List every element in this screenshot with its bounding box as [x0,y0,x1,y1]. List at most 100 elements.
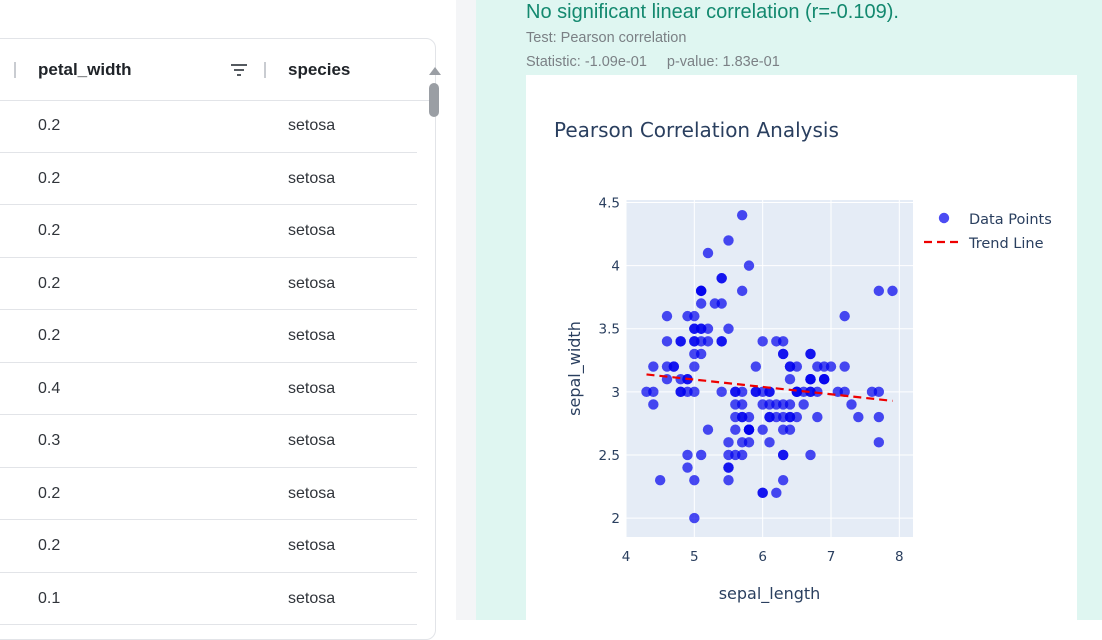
table-scrollbar[interactable] [428,67,441,127]
data-point[interactable] [757,424,768,435]
data-point[interactable] [777,475,789,486]
legend-marker-data-points[interactable] [938,212,950,224]
data-point[interactable] [812,411,823,423]
data-point[interactable] [648,361,659,372]
data-point[interactable] [661,361,673,372]
data-point[interactable] [736,449,748,461]
data-point[interactable] [682,310,693,322]
data-point[interactable] [757,399,768,410]
data-point[interactable] [695,285,707,297]
filter-icon[interactable] [229,61,249,79]
data-point[interactable] [743,437,755,448]
data-point[interactable] [702,247,714,259]
data-point[interactable] [873,285,885,297]
data-point[interactable] [736,399,748,410]
data-point[interactable] [716,336,727,347]
data-point[interactable] [805,449,816,461]
data-point[interactable] [675,386,686,398]
data-point[interactable] [839,310,850,322]
data-point[interactable] [757,336,768,347]
table-row[interactable]: 0.2 setosa [0,258,417,310]
scrollbar-thumb[interactable] [429,83,439,117]
data-point[interactable] [839,361,850,372]
data-point[interactable] [736,209,748,221]
data-point[interactable] [736,386,748,398]
data-point[interactable] [689,361,700,372]
data-point[interactable] [702,323,714,334]
table-row[interactable]: 0.2 setosa [0,205,417,258]
trend-line[interactable] [646,373,893,402]
data-point[interactable] [702,424,714,435]
data-point[interactable] [805,374,816,385]
data-point[interactable] [654,475,666,486]
data-point[interactable] [689,475,700,486]
data-point[interactable] [757,487,768,499]
data-point[interactable] [798,399,809,410]
data-point[interactable] [873,411,885,423]
data-point[interactable] [743,411,755,423]
data-point[interactable] [723,449,734,461]
data-point[interactable] [791,386,803,398]
data-point[interactable] [750,361,762,372]
data-point[interactable] [709,298,721,309]
data-point[interactable] [743,260,755,271]
table-row[interactable]: 0.2 setosa [0,310,417,363]
data-point[interactable] [873,437,885,448]
data-point[interactable] [887,285,898,297]
data-point[interactable] [853,411,864,423]
data-point[interactable] [777,424,789,435]
data-point[interactable] [784,374,796,385]
data-point[interactable] [771,487,782,499]
data-point[interactable] [682,449,693,461]
data-point[interactable] [689,386,700,398]
table-row[interactable]: 0.2 setosa [0,153,417,205]
data-point[interactable] [784,361,796,372]
column-separator[interactable] [14,62,16,78]
data-point[interactable] [777,348,789,360]
table-row[interactable]: 0.2 setosa [0,520,417,573]
legend-label-trend-line[interactable]: Trend Line [968,236,1044,252]
data-point[interactable] [723,437,734,448]
data-point[interactable] [661,310,673,322]
data-point[interactable] [730,424,741,435]
data-point[interactable] [689,512,700,524]
data-point[interactable] [743,424,755,435]
data-point[interactable] [716,386,727,398]
data-point[interactable] [682,462,693,473]
data-point[interactable] [695,298,707,309]
column-separator[interactable] [264,62,266,78]
data-point[interactable] [777,449,789,461]
data-point[interactable] [695,449,707,461]
table-row[interactable]: 0.2 setosa [0,100,417,153]
data-point[interactable] [695,336,707,347]
table-row[interactable]: 0.2 setosa [0,468,417,520]
legend-label-data-points[interactable]: Data Points [969,212,1052,228]
data-point[interactable] [818,374,830,385]
data-point[interactable] [805,386,816,398]
data-point[interactable] [730,411,741,423]
data-point[interactable] [736,285,748,297]
data-point[interactable] [723,475,734,486]
data-point[interactable] [648,399,659,410]
data-point[interactable] [723,462,734,473]
table-row[interactable]: 0.4 setosa [0,363,417,415]
data-point[interactable] [764,437,775,448]
data-point[interactable] [805,348,816,360]
data-point[interactable] [661,336,673,347]
table-row[interactable]: 0.1 setosa [0,573,417,625]
data-point[interactable] [873,386,885,398]
data-point[interactable] [812,361,823,372]
data-point[interactable] [723,235,734,246]
data-point[interactable] [846,399,857,410]
data-point[interactable] [689,323,700,334]
data-point[interactable] [771,336,782,347]
data-point[interactable] [723,323,734,334]
table-row[interactable]: 0.3 setosa [0,415,417,468]
data-point[interactable] [750,386,762,398]
data-point[interactable] [777,411,789,423]
data-point[interactable] [716,273,727,284]
data-point[interactable] [648,386,659,398]
data-point[interactable] [689,348,700,360]
scatter-chart[interactable]: Pearson Correlation Analysis 4 5 6 7 8 2 2.5 3 3.… [526,75,1077,635]
column-header-petal-width[interactable]: petal_width [38,60,132,79]
